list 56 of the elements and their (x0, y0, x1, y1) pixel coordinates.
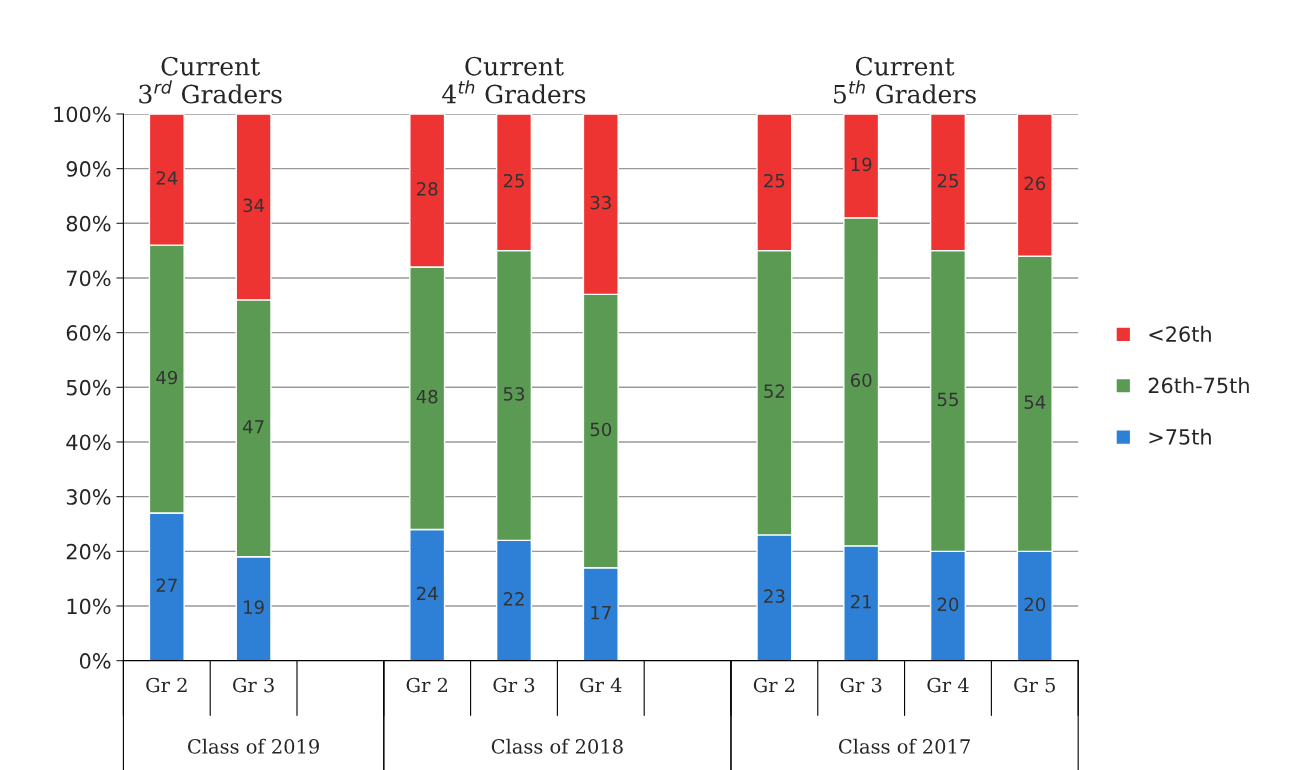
y-tick-label: 50% (66, 379, 111, 396)
y-tick-label: 80% (66, 215, 111, 232)
y-tick-label: 30% (66, 489, 111, 505)
text: Current 4$^{th}$ Graders (442, 56, 586, 104)
data-label: 52 (764, 384, 785, 399)
data-label: 25 (937, 173, 958, 188)
data-label: 55 (937, 392, 958, 407)
data-label: 25 (764, 173, 785, 188)
y-tick-label: 90% (66, 161, 111, 177)
y-tick-label: 100% (54, 106, 111, 123)
x-tick-label: Gr 4 (927, 677, 969, 693)
data-label: 20 (1024, 597, 1046, 612)
data-label: 24 (417, 586, 438, 601)
x-tick-label: Gr 2 (753, 677, 795, 693)
data-label: 48 (416, 389, 438, 404)
data-label: 27 (156, 578, 177, 592)
x-tick-label: Gr 5 (1014, 677, 1055, 693)
text: Current 5$^{th}$ Graders (834, 56, 976, 104)
y-tick-label: 60% (66, 325, 111, 341)
legend-label: >75th (1149, 428, 1211, 445)
legend-label: 26th-75th (1148, 377, 1249, 394)
x-tick-label: Gr 2 (146, 677, 187, 693)
data-label: 23 (764, 589, 785, 604)
y-tick-label: 0% (79, 653, 111, 669)
data-label: 60 (850, 373, 872, 388)
data-label: 28 (417, 182, 438, 196)
data-label: 53 (503, 387, 525, 401)
x-tick-label: Gr 3 (840, 677, 882, 693)
data-label: 24 (156, 171, 178, 185)
x-tick-label: Gr 3 (493, 677, 535, 693)
data-label: 34 (243, 198, 265, 213)
x-tick-label: Gr 2 (406, 677, 447, 693)
y-tick-label: 70% (67, 270, 111, 287)
data-label: 54 (1024, 395, 1046, 409)
data-label: 26 (1024, 176, 1046, 191)
text: Class of 2019 (187, 738, 319, 754)
text: Class of 2018 (491, 738, 623, 754)
x-tick-label: Gr 4 (580, 677, 622, 693)
data-label: 22 (503, 592, 524, 606)
legend-label: <26th (1149, 325, 1211, 342)
data-label: 25 (503, 173, 524, 188)
data-label: 20 (937, 597, 959, 612)
data-label: 19 (244, 600, 264, 614)
text: Current 3$^{rd}$ Graders (139, 56, 282, 104)
data-label: 17 (591, 606, 611, 620)
data-label: 21 (851, 594, 871, 609)
text: Class of 2017 (838, 738, 970, 754)
data-label: 33 (590, 195, 611, 210)
data-label: 50 (590, 422, 612, 437)
data-label: 47 (243, 420, 264, 434)
y-tick-label: 20% (66, 543, 111, 560)
data-label: 19 (851, 157, 872, 172)
data-label: 49 (156, 370, 178, 385)
x-tick-label: Gr 3 (233, 677, 274, 693)
y-tick-label: 40% (66, 434, 111, 451)
y-tick-label: 10% (67, 598, 111, 615)
